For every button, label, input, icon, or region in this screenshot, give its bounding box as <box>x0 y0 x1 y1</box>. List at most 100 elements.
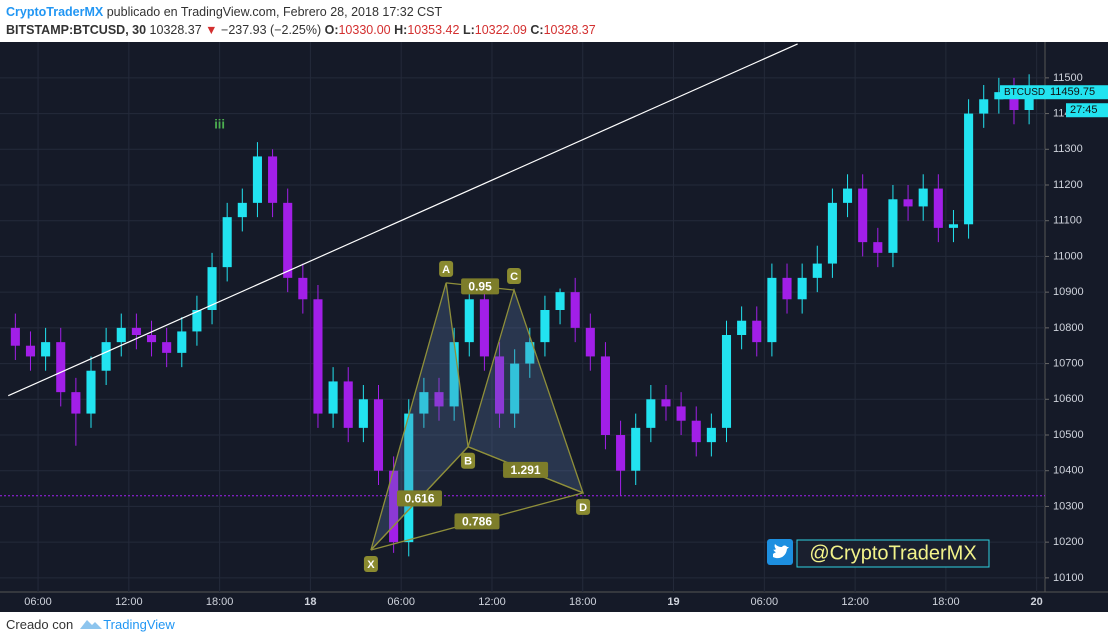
y-tick-label: 11000 <box>1053 250 1083 262</box>
ratio-label: 0.786 <box>462 515 492 529</box>
x-tick-label: 18 <box>304 596 316 608</box>
candle-body <box>86 370 96 414</box>
candle-body <box>918 188 928 207</box>
candle-body <box>449 342 459 407</box>
x-tick-label: 06:00 <box>24 596 52 608</box>
candle-body <box>404 413 414 543</box>
candle-body <box>767 277 777 343</box>
o-label: O: <box>324 23 339 37</box>
candle-body <box>268 156 278 203</box>
candle-body <box>555 292 565 310</box>
y-tick-label: 10600 <box>1053 393 1084 405</box>
ratio-box <box>461 278 500 295</box>
candle-body <box>616 435 626 471</box>
ratio-box <box>396 490 442 507</box>
candle-body <box>101 342 111 371</box>
x-tick-label: 06:00 <box>387 596 415 608</box>
candle-body <box>843 188 853 203</box>
header-line1: CryptoTraderMX publicado en TradingView.… <box>6 3 596 21</box>
candle-body <box>389 470 399 543</box>
candle-body <box>782 277 792 300</box>
candle-body <box>510 363 520 414</box>
candle-body <box>858 188 868 243</box>
brand[interactable]: TradingView <box>103 617 175 632</box>
candle-body <box>328 381 338 414</box>
candle-body <box>631 427 641 471</box>
candle-body <box>373 399 384 471</box>
candle-body <box>540 310 550 343</box>
y-tick-label: 10500 <box>1053 429 1084 441</box>
arrow: ▼ <box>205 23 218 37</box>
x-tick-label: 18:00 <box>206 596 234 608</box>
candle-body <box>721 335 732 428</box>
h: 10353.42 <box>407 23 460 37</box>
candle-body <box>646 399 656 428</box>
ratio-label: 1.291 <box>511 463 541 477</box>
candle-body <box>585 327 595 357</box>
x-tick-label: 06:00 <box>751 596 779 608</box>
candle-body <box>419 392 429 414</box>
candle-body <box>162 342 172 353</box>
candle-body <box>737 320 747 335</box>
candle-body <box>41 342 51 357</box>
y-tick-label: 11200 <box>1053 179 1083 191</box>
candle-body <box>131 327 141 335</box>
candle-body <box>691 420 701 443</box>
ratio-box <box>503 461 549 478</box>
candle-body <box>25 345 36 357</box>
candle-body <box>237 202 247 218</box>
header: CryptoTraderMX publicado en TradingView.… <box>6 3 596 39</box>
candle-body <box>600 356 610 435</box>
candle-body <box>661 399 671 407</box>
countdown: 27:45 <box>1070 104 1098 116</box>
candle-body <box>192 310 202 332</box>
header-line2: BITSTAMP:BTCUSD, 30 10328.37 ▼ −237.93 (… <box>6 21 596 39</box>
candle-body <box>479 299 489 357</box>
y-tick-label: 10400 <box>1053 465 1084 477</box>
point-box <box>576 498 591 515</box>
y-tick-label: 10200 <box>1053 536 1084 548</box>
candle-body <box>313 299 323 414</box>
y-tick-label: 10300 <box>1053 500 1084 512</box>
last-price-box <box>1000 85 1108 100</box>
x-tick-label: 12:00 <box>841 596 869 608</box>
candle-body <box>570 292 580 328</box>
x-tick-label: 18:00 <box>932 596 960 608</box>
l-label: L: <box>462 23 475 37</box>
candle-body <box>964 113 974 225</box>
candle-body <box>207 267 217 310</box>
candle-body <box>283 202 293 278</box>
l: 10322.09 <box>474 23 527 37</box>
symbol-tag: BTCUSD <box>1004 87 1045 98</box>
watermark-box <box>796 539 990 568</box>
point-box <box>461 452 476 469</box>
candle-body <box>994 92 1004 100</box>
ratio-label: 0.616 <box>404 492 434 506</box>
plot <box>0 43 1045 557</box>
candle-body <box>933 188 943 228</box>
candle-body <box>888 199 898 253</box>
candle-body <box>812 263 822 278</box>
overlay: iii 0.616 0.95 1.291 0.786 X A B C D BTCUSD 11459.7… <box>214 85 1108 572</box>
ratio-box <box>454 513 500 530</box>
trendline <box>7 43 798 397</box>
candle-body <box>979 99 989 114</box>
footer: Creado con TradingView <box>6 617 175 632</box>
watermark: @CryptoTraderMX <box>809 542 976 564</box>
candle-body <box>177 331 187 353</box>
candle-body <box>752 320 762 343</box>
h-label: H: <box>394 23 408 37</box>
c-label: C: <box>530 23 544 37</box>
y-tick-label: 10900 <box>1053 286 1084 298</box>
candle-body <box>948 224 958 228</box>
candle-body <box>797 277 807 300</box>
candle-body <box>903 199 913 207</box>
candle-body <box>252 156 262 203</box>
ratio-label: 0.95 <box>468 280 492 294</box>
last: 10328.37 <box>149 23 202 37</box>
y-tick-label: 11100 <box>1053 215 1082 227</box>
grid: 10100 10200 10300 10400 10500 10600 10700 10800… <box>0 42 1084 608</box>
point-label: D <box>579 502 587 514</box>
author[interactable]: CryptoTraderMX <box>6 5 104 19</box>
